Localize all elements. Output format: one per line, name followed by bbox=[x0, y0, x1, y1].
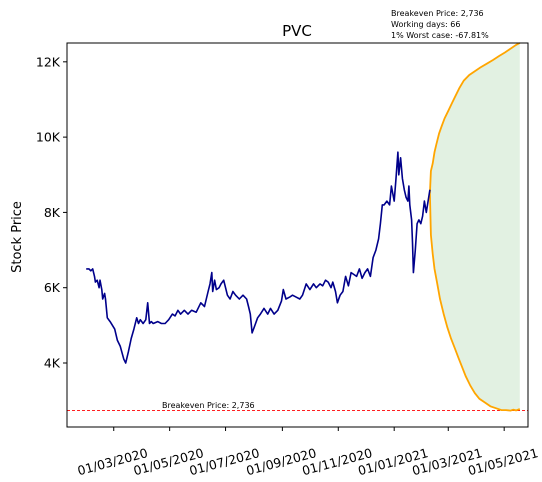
y-tick-label: 12K bbox=[36, 54, 61, 69]
y-tick-label: 4K bbox=[44, 356, 61, 371]
series-line-upper-projection bbox=[429, 42, 521, 194]
series-line-history bbox=[86, 151, 431, 364]
chart-title: PVC bbox=[282, 22, 312, 40]
series-line-lower-projection bbox=[429, 193, 521, 412]
projection-band bbox=[429, 43, 520, 411]
breakeven-label: Breakeven Price: 2,736 bbox=[162, 401, 255, 410]
info-line-breakeven: Breakeven Price: 2,736 bbox=[391, 9, 484, 18]
info-line-working-days: Working days: 66 bbox=[391, 20, 460, 29]
info-line-worst-case: 1% Worst case: -67.81% bbox=[391, 31, 489, 40]
y-tick-label: 6K bbox=[44, 280, 61, 295]
y-tick-label: 8K bbox=[44, 205, 61, 220]
y-axis-label: Stock Price bbox=[10, 201, 25, 273]
y-tick-label: 10K bbox=[36, 130, 61, 145]
plot-area bbox=[67, 42, 528, 412]
axes-frame bbox=[66, 42, 529, 428]
